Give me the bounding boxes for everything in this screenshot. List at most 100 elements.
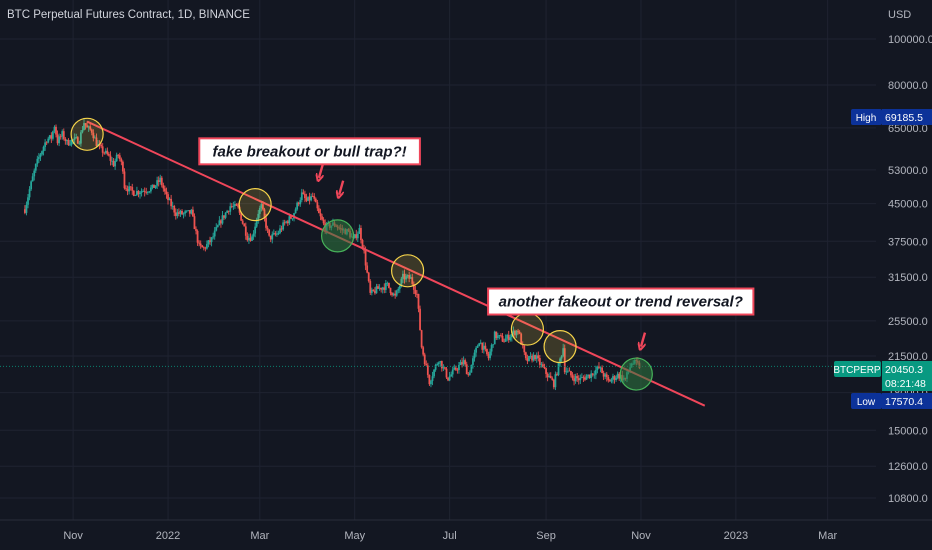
trendline-touch-circle[interactable] [510,312,545,346]
candle[interactable] [108,152,110,157]
candle[interactable] [196,229,199,246]
candle[interactable] [492,344,495,348]
candle[interactable] [529,352,532,359]
candle[interactable] [356,231,359,243]
candle[interactable] [584,374,586,382]
candle[interactable] [479,339,482,345]
candle[interactable] [414,285,417,297]
candle[interactable] [146,191,149,195]
annotation-callout[interactable]: fake breakout or bull trap?! [198,137,421,194]
candle[interactable] [136,186,138,196]
candle[interactable] [257,209,260,224]
candle[interactable] [495,331,498,341]
trendline-touch-circle[interactable] [391,254,425,288]
candle[interactable] [276,230,278,237]
candle[interactable] [430,379,432,388]
candle[interactable] [451,366,454,378]
candle[interactable] [478,342,481,347]
candle[interactable] [94,135,96,139]
candle[interactable] [243,223,246,227]
candle[interactable] [322,217,325,226]
candle[interactable] [279,224,281,235]
candle[interactable] [615,375,617,382]
candle[interactable] [467,371,470,377]
candle[interactable] [442,364,445,372]
candle[interactable] [515,330,518,338]
candlestick-series[interactable] [23,119,641,391]
candle[interactable] [370,287,373,296]
candle[interactable] [381,286,384,294]
candle[interactable] [520,332,523,345]
candle[interactable] [503,338,505,343]
candle[interactable] [598,362,600,369]
trendline-touch-circle[interactable] [238,187,272,222]
candle[interactable] [472,355,474,369]
candle[interactable] [556,372,558,376]
candle[interactable] [304,190,306,203]
candle[interactable] [27,193,29,209]
candle[interactable] [240,212,243,221]
candle[interactable] [486,348,488,356]
candle[interactable] [358,224,361,234]
candle[interactable] [218,216,221,226]
candle[interactable] [374,287,376,295]
candle[interactable] [314,197,317,203]
candle[interactable] [599,366,602,373]
candle[interactable] [274,231,277,237]
candle[interactable] [574,373,577,384]
candle[interactable] [394,290,397,299]
candle[interactable] [157,176,160,187]
candle[interactable] [153,184,155,188]
candle[interactable] [546,372,549,382]
descending-trendline[interactable] [86,120,706,407]
candle[interactable] [251,234,253,241]
candle[interactable] [402,270,404,283]
candle[interactable] [489,348,491,361]
trendline-touch-circle[interactable] [70,117,104,151]
candle[interactable] [128,182,131,195]
candle[interactable] [563,344,566,375]
candle[interactable] [178,208,180,217]
candle[interactable] [576,373,579,383]
candle[interactable] [411,273,414,287]
candle[interactable] [590,370,593,382]
candle[interactable] [232,201,235,210]
candle[interactable] [212,232,215,240]
candle[interactable] [81,126,84,134]
candle[interactable] [79,130,82,147]
candle[interactable] [221,211,224,225]
candle[interactable] [531,353,533,363]
candle[interactable] [618,372,621,381]
candle[interactable] [204,246,207,252]
candle[interactable] [48,134,51,141]
candle[interactable] [50,132,53,143]
candle[interactable] [297,201,300,207]
candle[interactable] [123,168,126,190]
candle[interactable] [53,125,56,134]
candle[interactable] [140,188,143,197]
candle[interactable] [268,229,271,237]
candle[interactable] [484,342,487,352]
candle[interactable] [271,231,274,244]
candle[interactable] [67,138,70,146]
candle[interactable] [103,151,106,155]
candle[interactable] [408,271,411,283]
candle[interactable] [213,227,216,240]
candle[interactable] [444,367,446,370]
candle[interactable] [431,371,434,386]
candle[interactable] [230,203,233,209]
fakeout-circle[interactable] [619,357,653,391]
candle[interactable] [55,124,57,138]
candle[interactable] [461,357,463,368]
candle[interactable] [383,283,386,294]
candle[interactable] [434,363,437,372]
candle[interactable] [237,202,239,209]
candle[interactable] [587,374,589,379]
candle[interactable] [170,194,173,210]
candle[interactable] [47,136,50,144]
candle[interactable] [92,129,95,142]
candle[interactable] [454,365,457,371]
candle[interactable] [616,371,619,380]
candle[interactable] [277,230,280,236]
